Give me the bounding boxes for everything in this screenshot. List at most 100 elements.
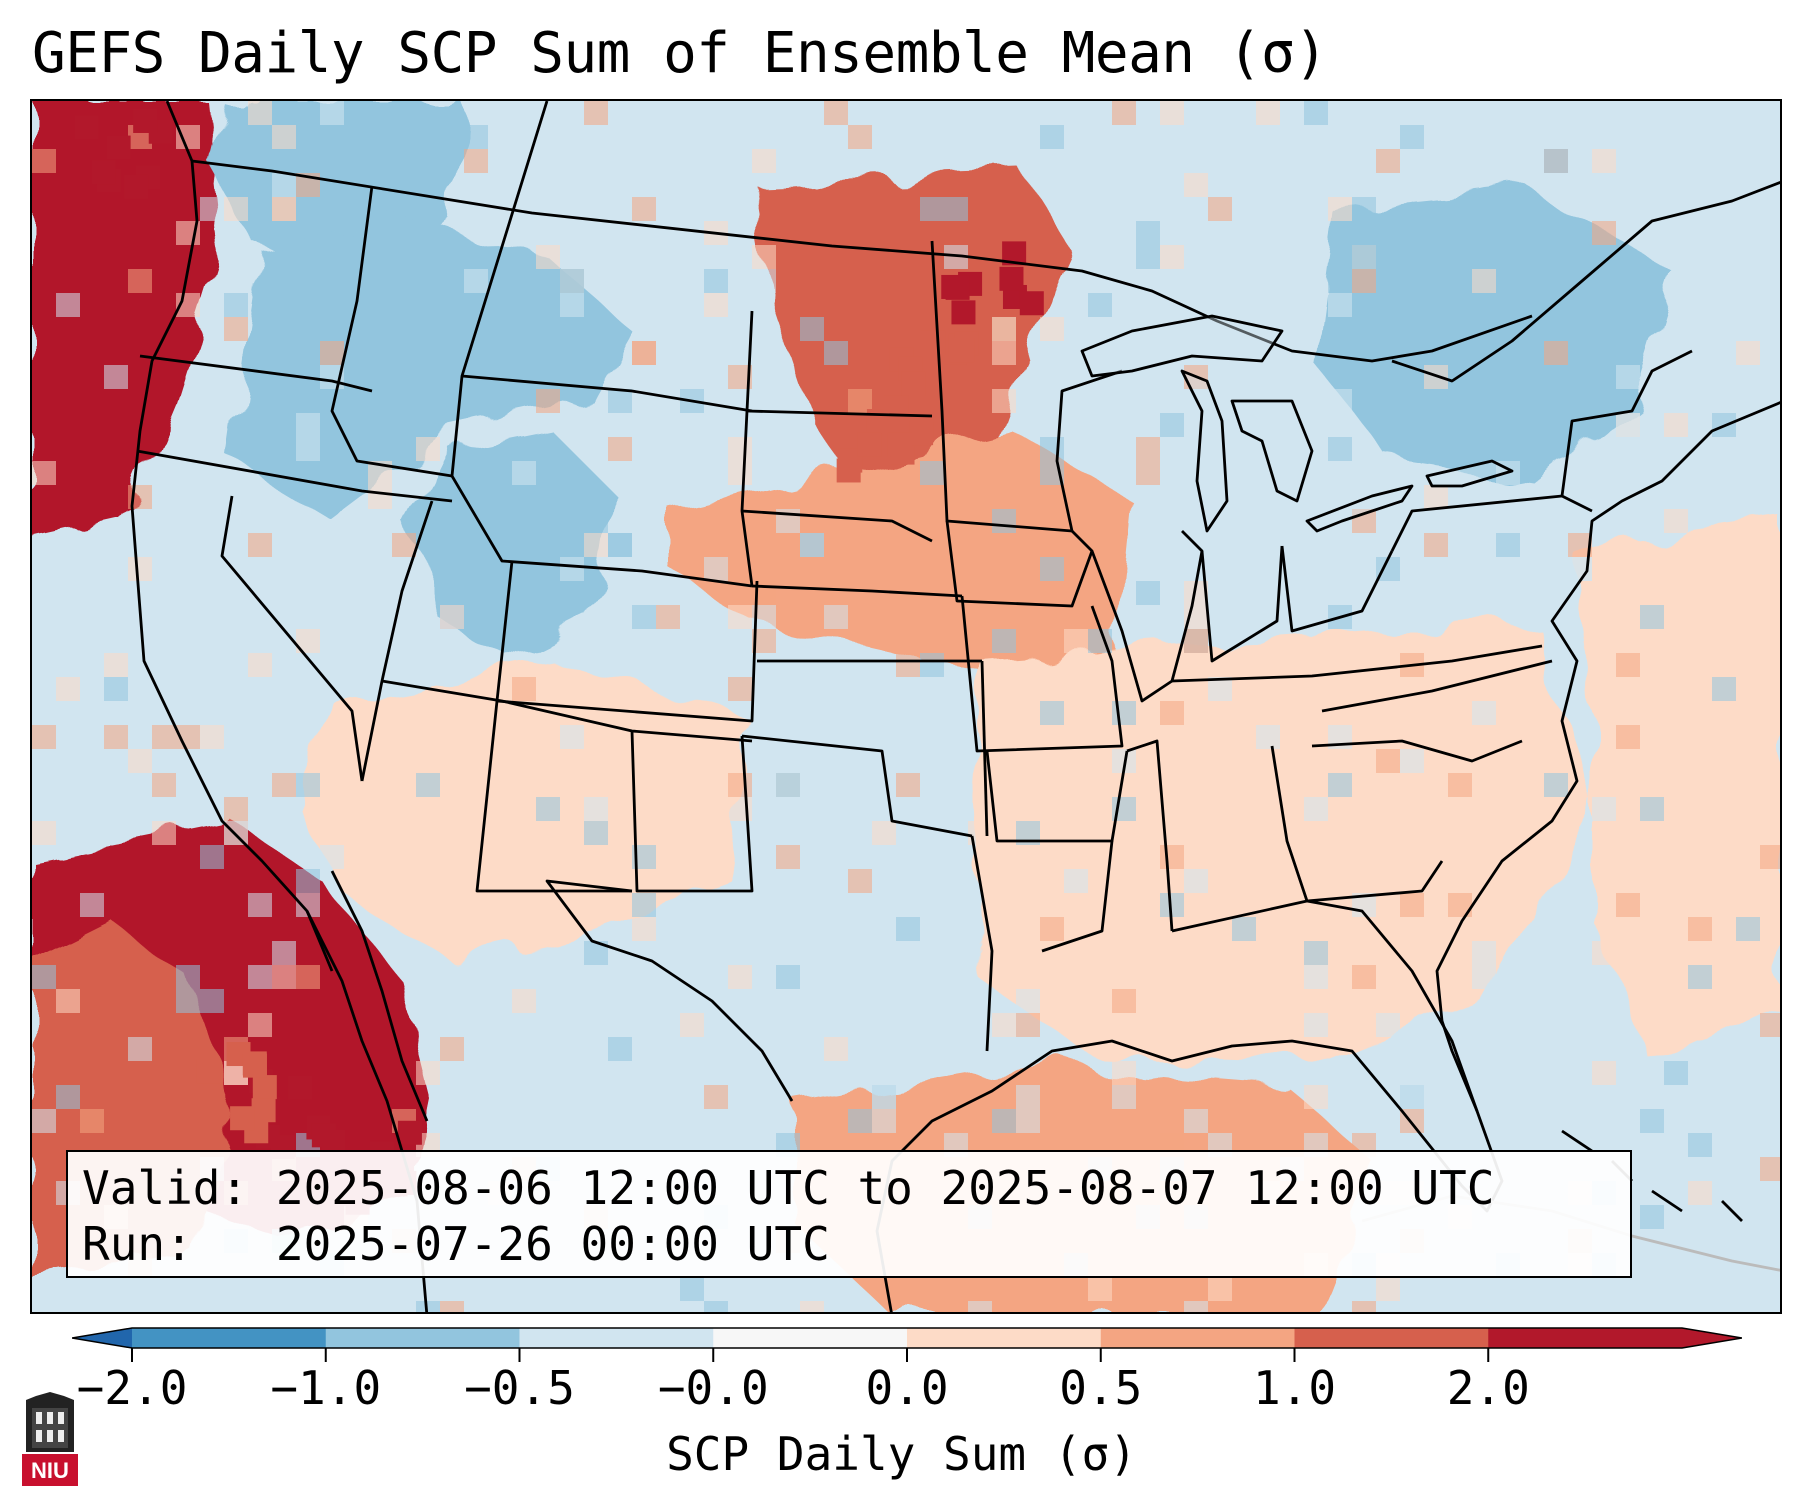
field-pixel bbox=[1352, 1277, 1376, 1301]
field-pixel bbox=[1592, 221, 1616, 245]
field-pixel bbox=[1136, 581, 1160, 605]
field-pixel bbox=[416, 437, 440, 461]
field-pixel bbox=[848, 1109, 872, 1133]
field-pixel bbox=[1688, 1133, 1712, 1157]
field-pixel bbox=[536, 245, 560, 269]
field-pixel bbox=[1544, 149, 1568, 173]
field-pixel bbox=[920, 461, 944, 485]
colorbar-segment bbox=[519, 1328, 714, 1348]
field-pixel bbox=[560, 269, 584, 293]
field-pixel bbox=[1472, 965, 1496, 989]
field-pixel bbox=[968, 1301, 992, 1312]
field-pixel bbox=[1496, 701, 1520, 725]
field-pixel bbox=[776, 773, 800, 797]
field-pixel bbox=[1544, 773, 1568, 797]
field-pixel bbox=[896, 917, 920, 941]
field-pixel bbox=[1664, 1061, 1688, 1085]
field-pixel bbox=[248, 893, 272, 917]
field-pixel bbox=[1136, 797, 1160, 821]
field-pixel bbox=[704, 269, 728, 293]
colorbar-label: SCP Daily Sum (σ) bbox=[666, 1427, 1137, 1481]
field-pixel bbox=[128, 1037, 152, 1061]
field-pixel bbox=[512, 677, 536, 701]
colorbar-extend-over bbox=[1682, 1328, 1742, 1348]
field-pixel bbox=[536, 797, 560, 821]
field-pixel bbox=[1760, 1157, 1780, 1181]
scp-field-map bbox=[32, 101, 1780, 1312]
field-pixel bbox=[200, 845, 224, 869]
colorbar-segment bbox=[907, 1328, 1102, 1348]
field-pixel bbox=[824, 605, 848, 629]
field-pixel bbox=[824, 101, 848, 125]
field-pixel bbox=[1400, 125, 1424, 149]
or-ca-border bbox=[136, 449, 453, 503]
field-pixel bbox=[728, 461, 752, 485]
field-pixel bbox=[464, 725, 488, 749]
anomaly-region bbox=[1572, 521, 1780, 1061]
field-pixel bbox=[1400, 1061, 1424, 1085]
field-pixel bbox=[488, 317, 512, 341]
field-pixel bbox=[872, 1085, 896, 1109]
field-pixel bbox=[1256, 101, 1280, 125]
tx-la-line bbox=[970, 835, 994, 1052]
field-pixel bbox=[824, 341, 848, 365]
field-pixel bbox=[224, 821, 248, 845]
field-pixel bbox=[1088, 413, 1112, 437]
field-pixel-core bbox=[921, 330, 946, 355]
ut-az-border bbox=[381, 679, 753, 743]
field-pixel bbox=[1544, 1013, 1568, 1037]
field-pixel bbox=[1424, 101, 1448, 125]
field-pixel bbox=[1616, 725, 1640, 749]
field-pixel bbox=[1592, 1061, 1616, 1085]
field-pixel bbox=[848, 845, 872, 869]
field-pixel bbox=[1448, 629, 1472, 653]
ia-line bbox=[945, 520, 1094, 608]
field-pixel bbox=[848, 869, 872, 893]
field-pixel bbox=[824, 1037, 848, 1061]
field-pixel bbox=[1352, 965, 1376, 989]
field-pixel bbox=[848, 125, 872, 149]
field-pixel bbox=[1016, 1085, 1040, 1109]
field-pixel-core bbox=[909, 421, 934, 446]
field-pixel bbox=[1424, 533, 1448, 557]
field-pixel bbox=[1184, 629, 1208, 653]
logo-text: NIU bbox=[31, 1458, 69, 1483]
field-pixel bbox=[1736, 341, 1760, 365]
field-pixel bbox=[728, 965, 752, 989]
run-label: Run: bbox=[82, 1217, 193, 1271]
field-pixel bbox=[1376, 1277, 1400, 1301]
lake-michigan bbox=[1180, 369, 1229, 533]
field-pixel bbox=[56, 989, 80, 1013]
lake-ontario bbox=[1425, 459, 1514, 488]
map-panel bbox=[30, 99, 1782, 1314]
field-pixel bbox=[488, 989, 512, 1013]
mo-line bbox=[960, 595, 1124, 753]
field-pixel bbox=[1328, 557, 1352, 581]
nd-sd-mt bbox=[740, 310, 754, 587]
field-pixel bbox=[1184, 1109, 1208, 1133]
field-pixel bbox=[440, 1037, 464, 1061]
field-pixel bbox=[272, 773, 296, 797]
colorbar-tick-label: 0.0 bbox=[865, 1361, 949, 1415]
baja-line bbox=[330, 870, 429, 1122]
field-pixel bbox=[224, 725, 248, 749]
field-pixel bbox=[872, 821, 896, 845]
field-pixel bbox=[608, 389, 632, 413]
ne-ks-border bbox=[751, 584, 963, 598]
field-pixel bbox=[608, 533, 632, 557]
field-pixel bbox=[1400, 1085, 1424, 1109]
field-pixel bbox=[584, 533, 608, 557]
field-pixel bbox=[152, 725, 176, 749]
field-pixel-core bbox=[950, 338, 975, 363]
field-pixel bbox=[416, 773, 440, 797]
field-pixel bbox=[440, 1301, 464, 1312]
field-pixel bbox=[296, 869, 320, 893]
field-pixel bbox=[1304, 1013, 1328, 1037]
field-pixel bbox=[1016, 1109, 1040, 1133]
field-pixel bbox=[512, 989, 536, 1013]
field-pixel bbox=[752, 149, 776, 173]
field-pixel-core bbox=[1019, 291, 1044, 316]
field-pixel bbox=[272, 965, 296, 989]
anomaly-region bbox=[1312, 191, 1672, 481]
field-pixel bbox=[224, 293, 248, 317]
